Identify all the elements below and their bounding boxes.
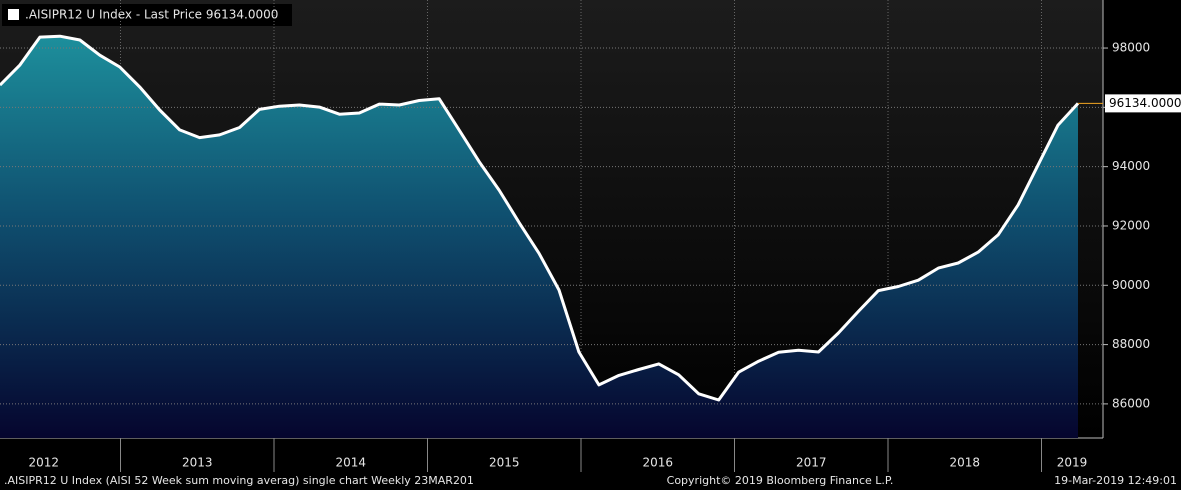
x-tick-label: 2019 (1057, 456, 1088, 470)
legend-label: .AISIPR12 U Index - Last Price 96134.000… (25, 8, 278, 22)
legend-box (2, 4, 292, 26)
y-tick-label: 90000 (1112, 278, 1150, 292)
y-tick-label: 92000 (1112, 218, 1150, 232)
area-fill (0, 36, 1078, 438)
x-tick-label: 2015 (489, 456, 520, 470)
footer-center: Copyright© 2019 Bloomberg Finance L.P. (667, 474, 894, 487)
legend-swatch (8, 9, 19, 20)
y-tick-label: 94000 (1112, 159, 1150, 173)
x-tick-label: 2016 (642, 456, 673, 470)
x-tick-label: 2018 (949, 456, 980, 470)
footer-left: .AISIPR12 U Index (AISI 52 Week sum movi… (4, 474, 474, 487)
y-tick-label: 86000 (1112, 396, 1150, 410)
last-price-box (1105, 94, 1181, 113)
x-tick-label: 2013 (182, 456, 213, 470)
y-tick-label: 98000 (1112, 41, 1150, 55)
last-price-label: 96134.0000 (1109, 96, 1181, 110)
x-tick-label: 2017 (796, 456, 827, 470)
x-tick-label: 2012 (28, 456, 59, 470)
x-tick-label: 2014 (335, 456, 366, 470)
y-tick-label: 88000 (1112, 337, 1150, 351)
series-line (0, 34, 1080, 402)
footer-right: 19-Mar-2019 12:49:01 (1054, 474, 1177, 487)
